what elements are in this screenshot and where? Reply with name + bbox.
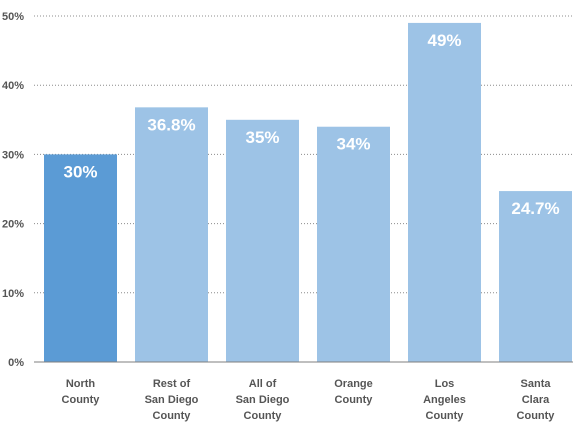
category-label: County [426, 410, 465, 422]
category-label: County [244, 410, 283, 422]
category-label: San Diego [236, 394, 290, 406]
category-label: Los [435, 378, 455, 390]
category-label: County [335, 394, 374, 406]
y-tick-label: 30% [2, 149, 24, 161]
category-label: All of [249, 378, 277, 390]
data-label: 24.7% [511, 199, 559, 218]
category-label: Orange [334, 378, 373, 390]
data-label: 36.8% [147, 115, 195, 134]
y-axis: 0% 10% 20% 30% 40% 50% [2, 11, 24, 369]
category-label: Santa [521, 378, 552, 390]
data-label: 35% [245, 128, 279, 147]
y-tick-label: 10% [2, 288, 24, 300]
bar [499, 191, 572, 362]
category-label: Rest of [153, 378, 191, 390]
category-label: Angeles [423, 394, 466, 406]
data-label: 34% [336, 135, 370, 154]
category-label: County [153, 410, 192, 422]
x-axis: North County Rest of San Diego County All of S… [62, 378, 556, 422]
y-tick-label: 20% [2, 219, 24, 231]
category-label: County [517, 410, 556, 422]
y-tick-label: 50% [2, 11, 24, 23]
y-tick-label: 0% [8, 357, 24, 369]
category-label: North [66, 378, 96, 390]
category-label: Clara [522, 394, 550, 406]
bar [44, 154, 117, 362]
data-label: 30% [63, 162, 97, 181]
bars [44, 22, 572, 363]
category-label: County [62, 394, 101, 406]
category-label: San Diego [145, 394, 199, 406]
bar [226, 119, 299, 362]
bar [317, 126, 390, 362]
data-labels: 30% 36.8% 35% 34% 49% 24.7% [63, 31, 559, 218]
bar [135, 107, 208, 363]
bar [408, 22, 481, 362]
data-label: 49% [427, 31, 461, 50]
y-tick-label: 40% [2, 80, 24, 92]
